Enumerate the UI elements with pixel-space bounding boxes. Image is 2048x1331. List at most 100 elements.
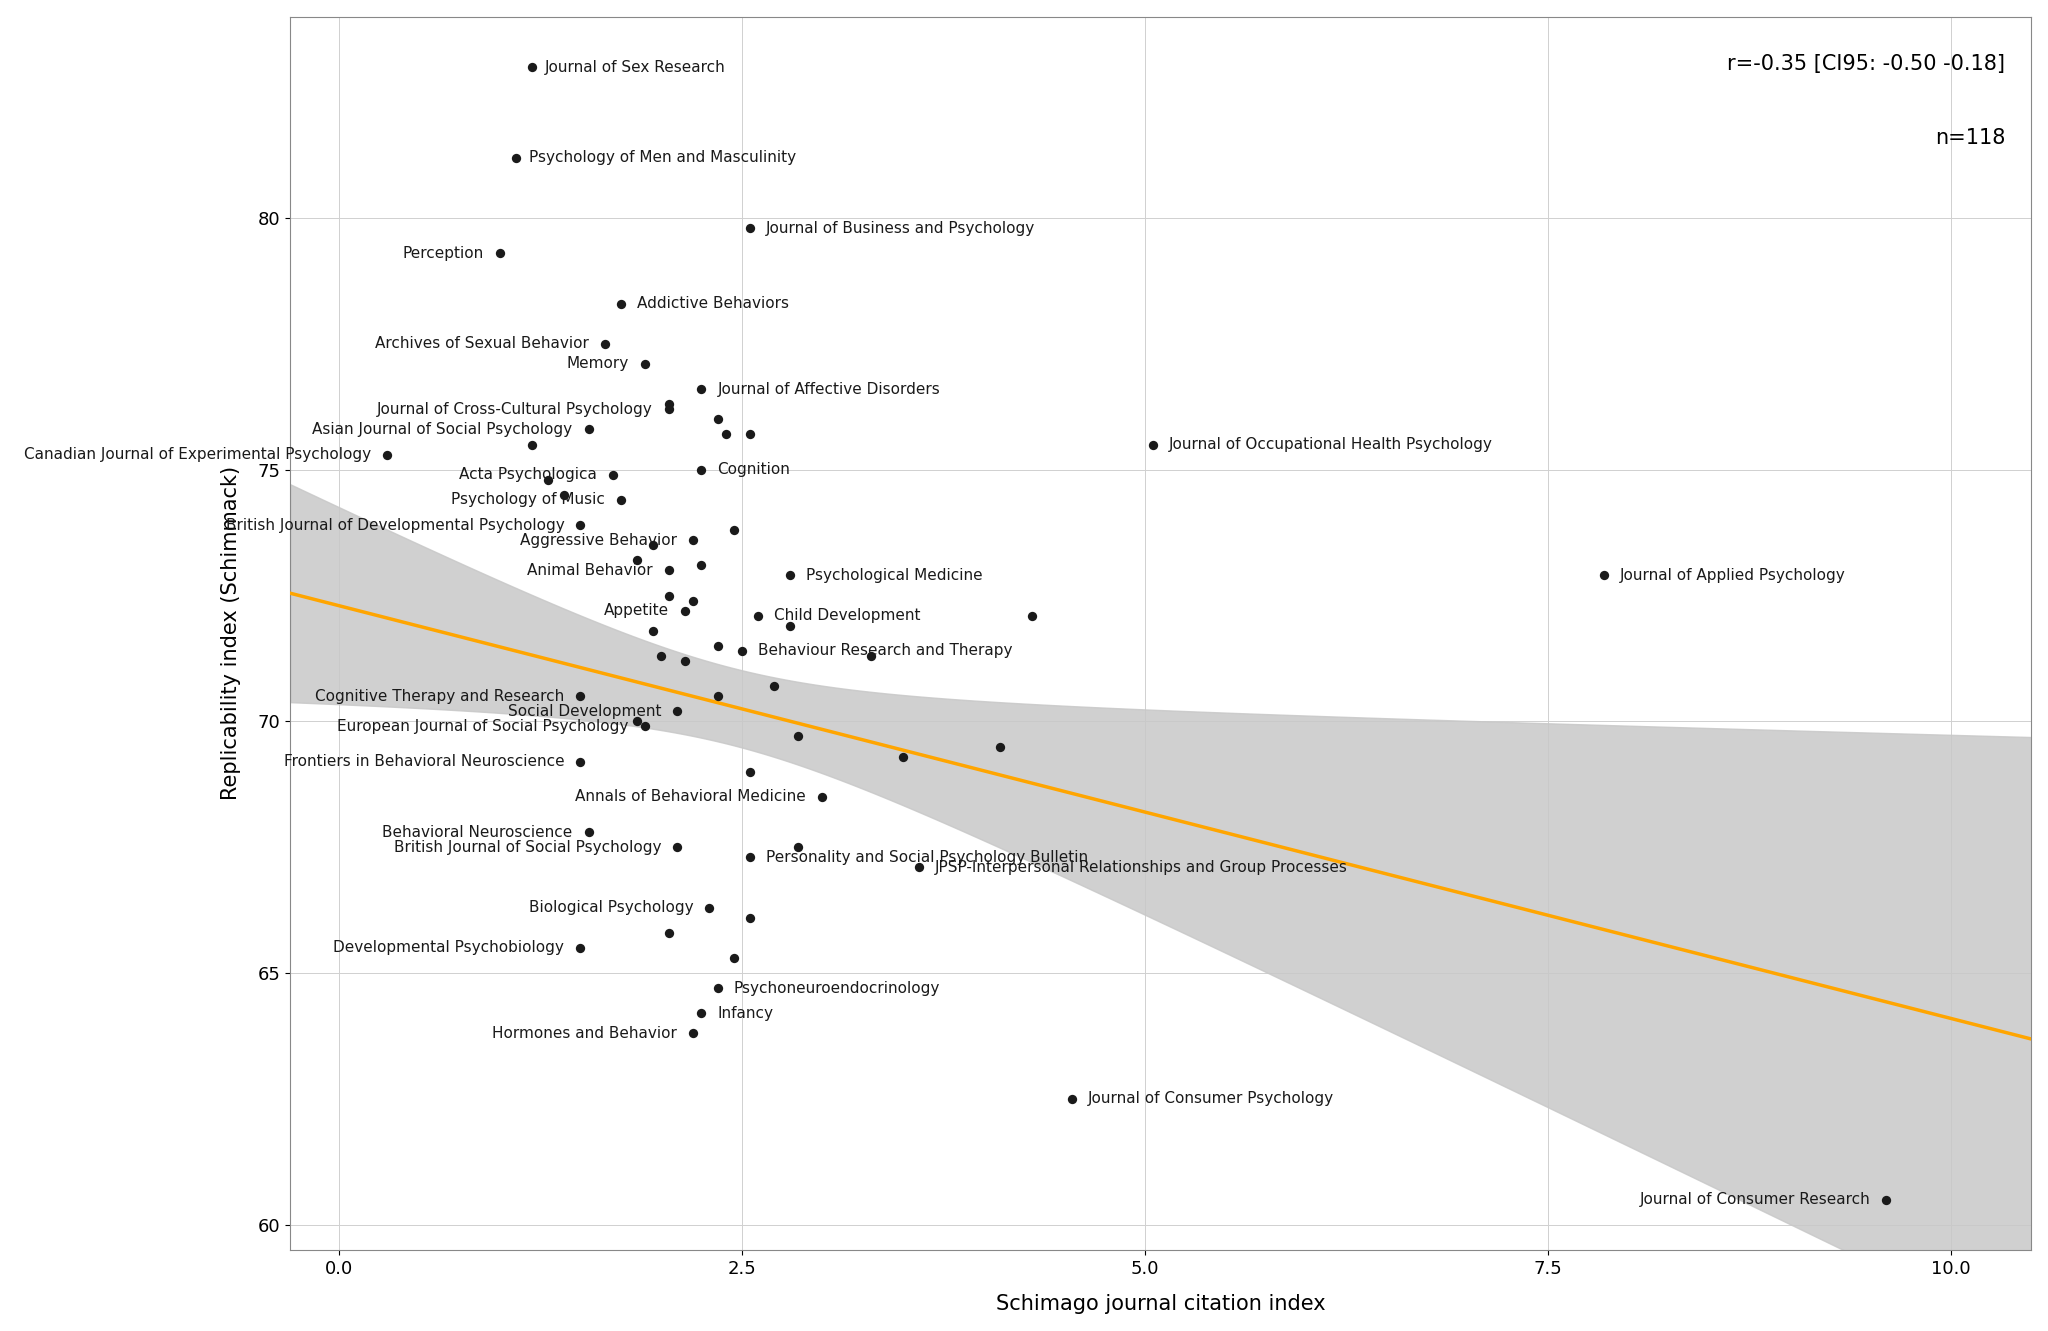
Point: [1016, 606, 1049, 627]
Point: [700, 977, 733, 998]
Text: Biological Psychology: Biological Psychology: [528, 900, 694, 916]
Point: [725, 640, 758, 662]
Text: Journal of Cross-Cultural Psychology: Journal of Cross-Cultural Psychology: [377, 402, 653, 417]
Text: r=-0.35 [CI95: -0.50 -0.18]: r=-0.35 [CI95: -0.50 -0.18]: [1726, 53, 2005, 73]
Text: Perception: Perception: [403, 246, 483, 261]
Text: Journal of Sex Research: Journal of Sex Research: [545, 60, 725, 75]
Point: [653, 399, 686, 421]
Point: [684, 459, 717, 480]
Text: Psychology of Music: Psychology of Music: [451, 492, 604, 507]
Text: Behavioral Neuroscience: Behavioral Neuroscience: [383, 825, 573, 840]
Point: [645, 646, 678, 667]
Text: Infancy: Infancy: [717, 1006, 774, 1021]
Text: Journal of Applied Psychology: Journal of Applied Psychology: [1620, 568, 1845, 583]
Text: Animal Behavior: Animal Behavior: [528, 563, 653, 578]
Y-axis label: Replicability index (Schimmack): Replicability index (Schimmack): [221, 466, 242, 800]
Point: [563, 514, 596, 535]
Point: [782, 837, 815, 858]
Point: [516, 56, 549, 77]
Point: [1587, 564, 1620, 586]
Point: [563, 685, 596, 707]
Text: Journal of Consumer Research: Journal of Consumer Research: [1638, 1193, 1870, 1207]
Point: [678, 1022, 711, 1044]
Point: [621, 550, 653, 571]
Text: n=118: n=118: [1935, 128, 2005, 148]
Point: [653, 560, 686, 582]
Point: [684, 378, 717, 399]
Point: [1057, 1089, 1090, 1110]
Point: [733, 423, 766, 445]
Point: [717, 519, 750, 540]
Text: Social Development: Social Development: [508, 704, 662, 719]
Point: [588, 333, 621, 354]
Point: [903, 857, 936, 878]
Text: Journal of Occupational Health Psychology: Journal of Occupational Health Psycholog…: [1169, 437, 1493, 453]
Text: Archives of Sexual Behavior: Archives of Sexual Behavior: [375, 337, 588, 351]
Point: [621, 711, 653, 732]
Text: Memory: Memory: [567, 357, 629, 371]
Text: Cognition: Cognition: [717, 462, 791, 478]
Point: [700, 409, 733, 430]
Point: [692, 897, 725, 918]
Point: [887, 745, 920, 767]
Point: [637, 620, 670, 642]
Point: [629, 716, 662, 737]
Point: [700, 635, 733, 656]
Point: [709, 423, 741, 445]
Point: [983, 736, 1016, 757]
Point: [678, 590, 711, 611]
Text: Cognitive Therapy and Research: Cognitive Therapy and Research: [315, 688, 565, 704]
Point: [758, 676, 791, 697]
Text: Addictive Behaviors: Addictive Behaviors: [637, 295, 788, 311]
Point: [571, 821, 604, 843]
Text: Psychology of Men and Masculinity: Psychology of Men and Masculinity: [528, 150, 797, 165]
Text: Journal of Consumer Psychology: Journal of Consumer Psychology: [1087, 1091, 1335, 1106]
Text: Appetite: Appetite: [604, 603, 670, 618]
Point: [653, 922, 686, 944]
Text: Hormones and Behavior: Hormones and Behavior: [492, 1026, 678, 1041]
Point: [653, 584, 686, 606]
Text: Behaviour Research and Therapy: Behaviour Research and Therapy: [758, 643, 1012, 659]
Point: [684, 1002, 717, 1024]
Text: Journal of Business and Psychology: Journal of Business and Psychology: [766, 221, 1034, 236]
Point: [678, 530, 711, 551]
Text: Canadian Journal of Experimental Psychology: Canadian Journal of Experimental Psychol…: [25, 447, 371, 462]
Text: European Journal of Social Psychology: European Journal of Social Psychology: [338, 719, 629, 733]
Text: Aggressive Behavior: Aggressive Behavior: [520, 532, 678, 547]
Point: [807, 787, 840, 808]
Point: [637, 535, 670, 556]
Point: [662, 700, 694, 721]
Text: Developmental Psychobiology: Developmental Psychobiology: [334, 941, 565, 956]
Point: [596, 465, 629, 486]
Point: [717, 948, 750, 969]
Point: [774, 564, 807, 586]
Point: [629, 353, 662, 374]
Text: Journal of Affective Disorders: Journal of Affective Disorders: [717, 382, 940, 397]
Point: [684, 555, 717, 576]
Point: [371, 445, 403, 466]
Point: [670, 600, 702, 622]
Point: [1870, 1189, 1903, 1210]
Text: JPSP-Interpersonal Relationships and Group Processes: JPSP-Interpersonal Relationships and Gro…: [936, 860, 1348, 874]
Point: [733, 761, 766, 783]
Text: Frontiers in Behavioral Neuroscience: Frontiers in Behavioral Neuroscience: [285, 755, 565, 769]
Text: Psychoneuroendocrinology: Psychoneuroendocrinology: [733, 981, 940, 996]
Point: [516, 434, 549, 455]
Point: [1137, 434, 1169, 455]
Text: Acta Psychologica: Acta Psychologica: [459, 467, 596, 482]
Point: [670, 651, 702, 672]
Point: [500, 146, 532, 168]
Point: [733, 847, 766, 868]
Point: [741, 606, 774, 627]
Text: Psychological Medicine: Psychological Medicine: [807, 568, 983, 583]
Point: [854, 646, 887, 667]
Text: British Journal of Developmental Psychology: British Journal of Developmental Psychol…: [225, 518, 565, 532]
Text: Annals of Behavioral Medicine: Annals of Behavioral Medicine: [575, 789, 807, 804]
Point: [604, 490, 637, 511]
Point: [733, 906, 766, 928]
Point: [774, 615, 807, 636]
X-axis label: Schimago journal citation index: Schimago journal citation index: [995, 1294, 1325, 1314]
Point: [563, 937, 596, 958]
Point: [563, 751, 596, 772]
Text: Personality and Social Psychology Bulletin: Personality and Social Psychology Bullet…: [766, 849, 1087, 865]
